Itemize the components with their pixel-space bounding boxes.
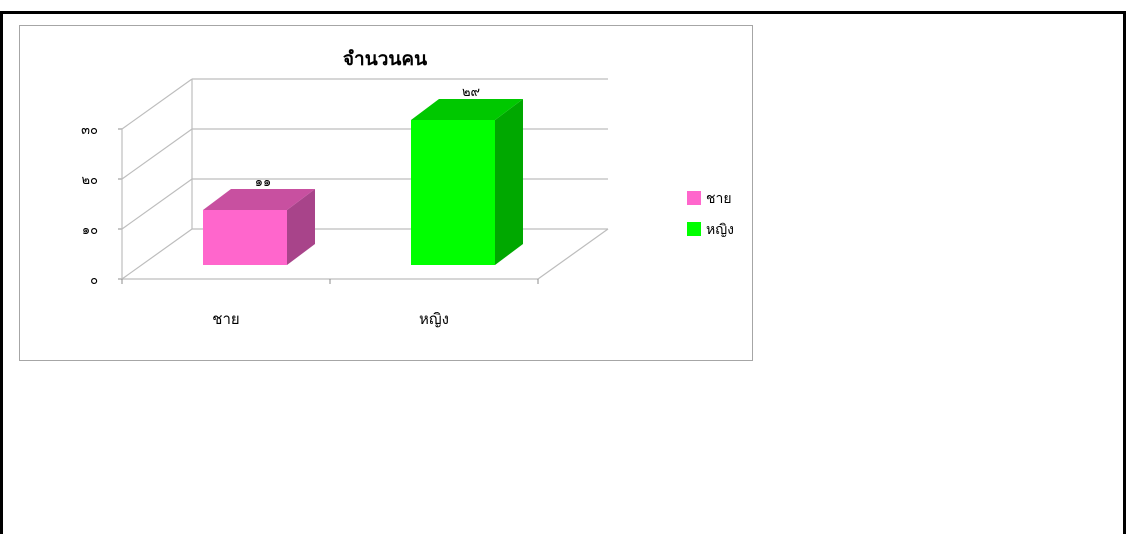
bar — [203, 210, 287, 265]
legend-swatch — [687, 191, 701, 205]
page-frame — [0, 11, 1126, 534]
chart-title: จำนวนคน — [343, 48, 427, 70]
x-tick-label: หญิง — [419, 310, 449, 328]
bar-side — [495, 99, 523, 265]
legend-label: หญิง — [706, 222, 734, 238]
bar — [411, 120, 495, 265]
chart-container: จำนวนคน ๐๑๐ ๒๐ ๓๐ ๑๑ ชาย ๒๙ หญิง ชาย หญิง — [19, 25, 753, 361]
bar-top — [203, 189, 315, 210]
y-tick-label: ๓๐ — [81, 123, 98, 138]
gridline-diagonal — [121, 78, 193, 130]
gridline-diagonal — [121, 178, 193, 230]
legend-label: ชาย — [706, 191, 732, 207]
y-tick-label: ๒๐ — [81, 173, 98, 188]
bar-side — [287, 189, 315, 265]
y-tick-label: ๑๐ — [82, 223, 98, 238]
data-label: ๒๙ — [462, 85, 480, 100]
bar-top — [411, 99, 523, 120]
y-tick-label: ๐ — [90, 273, 98, 288]
gridline-diagonal — [121, 128, 193, 180]
floor-right-edge — [537, 228, 609, 280]
x-tick-label: ชาย — [212, 310, 239, 328]
data-label: ๑๑ — [255, 175, 272, 190]
legend-swatch — [687, 222, 701, 236]
gridline-diagonal — [121, 228, 193, 280]
